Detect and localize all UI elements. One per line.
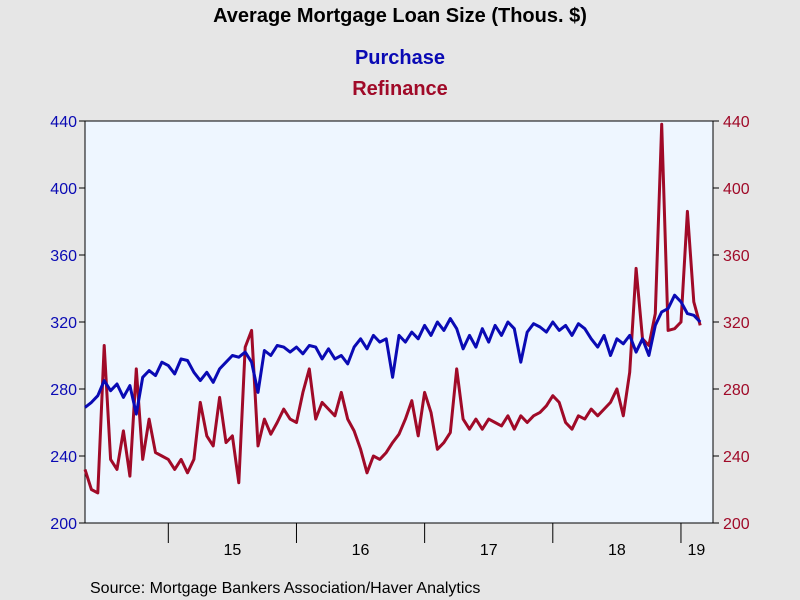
right-tick-label: 440 xyxy=(723,114,750,131)
plot-area xyxy=(84,120,714,524)
x-tick-label: 17 xyxy=(480,542,498,559)
right-tick-label: 320 xyxy=(723,315,750,332)
left-tick-label: 240 xyxy=(50,449,77,466)
x-tick-label: 18 xyxy=(608,542,626,559)
x-tick-label: 16 xyxy=(352,542,370,559)
left-axis: 200 240 280 320 360 400 440 xyxy=(50,114,85,533)
right-tick-label: 360 xyxy=(723,248,750,265)
x-axis: 15 16 17 18 19 xyxy=(167,523,705,559)
right-axis: 200 240 280 320 360 400 440 xyxy=(713,114,750,533)
right-tick-label: 280 xyxy=(723,382,750,399)
legend-purchase: Purchase xyxy=(355,47,445,69)
source-note: Source: Mortgage Bankers Association/Hav… xyxy=(90,580,480,597)
left-tick-label: 400 xyxy=(50,181,77,198)
series-layer xyxy=(83,122,702,495)
left-tick-label: 200 xyxy=(50,516,77,533)
chart-title: Average Mortgage Loan Size (Thous. $) xyxy=(213,5,587,27)
left-tick-label: 280 xyxy=(50,382,77,399)
left-tick-label: 440 xyxy=(50,114,77,131)
left-tick-label: 320 xyxy=(50,315,77,332)
legend-refinance: Refinance xyxy=(352,78,448,100)
x-tick-label: 19 xyxy=(687,542,705,559)
series-line-purchase xyxy=(84,293,702,416)
x-tick-label: 15 xyxy=(223,542,241,559)
right-tick-label: 400 xyxy=(723,181,750,198)
right-tick-label: 200 xyxy=(723,516,750,533)
right-tick-label: 240 xyxy=(723,449,750,466)
left-tick-label: 360 xyxy=(50,248,77,265)
series-line-refinance xyxy=(83,122,702,495)
